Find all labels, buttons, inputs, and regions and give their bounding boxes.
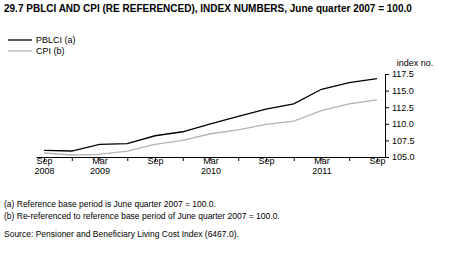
x-tick: Sep xyxy=(258,156,274,166)
y-axis-line xyxy=(385,75,386,158)
y-axis-title: index no. xyxy=(397,58,434,68)
x-tick-mark xyxy=(72,157,73,161)
x-tick xyxy=(349,157,350,161)
y-tick: 112.5 xyxy=(385,103,414,113)
x-tick xyxy=(294,157,295,161)
y-axis: 105.0 107.5 110.0 112.5 115.0 117.5 xyxy=(385,69,415,162)
y-tick: 117.5 xyxy=(385,69,414,79)
x-tick-mark xyxy=(349,157,350,161)
title: 29.7 PBLCI AND CPI (RE REFERENCED), INDE… xyxy=(4,3,412,14)
x-tick-label: Sep xyxy=(369,156,385,166)
x-tick xyxy=(238,157,239,161)
y-tick-mark xyxy=(385,91,389,92)
y-tick-mark xyxy=(385,107,389,108)
y-tick: 115.0 xyxy=(385,86,414,96)
y-tick-mark xyxy=(385,124,389,125)
legend-label: CPI (b) xyxy=(36,46,65,56)
y-tick: 105.0 xyxy=(385,152,415,162)
y-tick-label: 117.5 xyxy=(392,69,414,79)
legend-label: PBLCI (a) xyxy=(36,35,76,45)
footnote: (a) Reference base period is June quarte… xyxy=(4,199,216,209)
y-tick: 110.0 xyxy=(385,119,414,129)
x-tick-label: Sep xyxy=(258,156,274,166)
x-tick xyxy=(183,157,184,161)
x-tick-label: Sep2008 xyxy=(35,156,55,176)
y-tick-mark xyxy=(385,140,389,141)
y-tick-label: 112.5 xyxy=(392,103,414,113)
legend-swatch xyxy=(8,39,32,40)
lines xyxy=(44,79,377,155)
x-tick-mark xyxy=(127,157,128,161)
y-tick-label: 115.0 xyxy=(392,86,414,96)
footnote: (b) Re-referenced to reference base peri… xyxy=(4,211,280,221)
x-axis: Sep2008 Mar2009 Sep Mar2010 Sep Mar2011 Sep xyxy=(35,156,386,176)
x-tick xyxy=(127,157,128,161)
x-tick-mark xyxy=(238,157,239,161)
y-tick: 107.5 xyxy=(385,136,415,146)
footnote: Source: Pensioner and Beneficiary Living… xyxy=(4,229,239,239)
series-line xyxy=(44,100,377,155)
x-tick: Mar2010 xyxy=(201,156,221,176)
x-tick-label: Mar2010 xyxy=(201,156,221,176)
y-tick-label: 105.0 xyxy=(392,152,415,162)
x-tick-mark xyxy=(294,157,295,161)
x-tick-label: Mar2009 xyxy=(90,156,110,176)
x-tick-label: Sep xyxy=(148,156,164,166)
x-tick-label: Mar2011 xyxy=(312,156,331,176)
legend-swatch xyxy=(8,50,32,51)
x-tick xyxy=(72,157,73,161)
x-tick: Sep xyxy=(369,156,385,166)
x-tick: Sep2008 xyxy=(35,156,55,176)
x-tick: Mar2011 xyxy=(312,156,331,176)
x-tick-mark xyxy=(183,157,184,161)
y-tick-mark xyxy=(385,157,389,158)
legend: PBLCI (a)CPI (b) xyxy=(8,35,76,56)
y-tick-mark xyxy=(385,74,389,75)
y-tick-label: 107.5 xyxy=(392,136,415,146)
chart: 29.7 PBLCI AND CPI (RE REFERENCED), INDE… xyxy=(0,0,463,254)
x-tick: Mar2009 xyxy=(90,156,110,176)
y-tick-label: 110.0 xyxy=(392,119,414,129)
series-line xyxy=(44,79,377,151)
x-tick: Sep xyxy=(148,156,164,166)
